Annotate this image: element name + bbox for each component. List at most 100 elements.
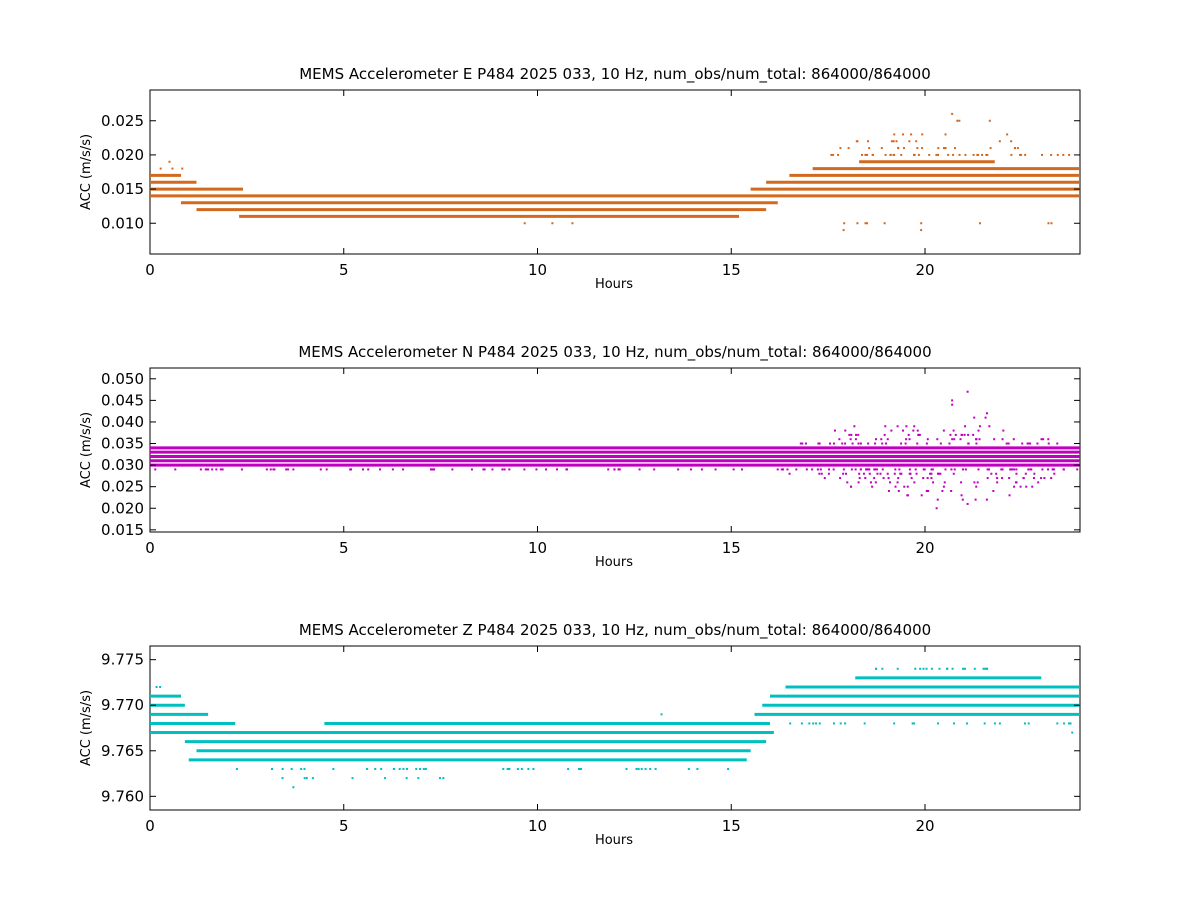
x-axis-label: Hours <box>595 555 633 570</box>
data-point <box>917 153 920 156</box>
data-point <box>857 481 860 484</box>
data-point <box>265 468 268 471</box>
data-point <box>516 768 519 770</box>
data-point <box>292 786 295 789</box>
x-tick-label: 15 <box>722 261 741 279</box>
data-point <box>889 153 892 156</box>
data-point <box>847 147 850 150</box>
data-point <box>1001 438 1004 441</box>
data-point <box>1037 481 1040 484</box>
data-point <box>817 442 820 445</box>
data-point <box>966 390 969 393</box>
x-axis-label: Hours <box>595 277 633 292</box>
data-point <box>890 140 893 143</box>
data-point <box>936 438 939 441</box>
data-point <box>886 472 889 475</box>
data-point <box>978 425 981 428</box>
data-point <box>637 768 640 770</box>
data-point <box>880 147 883 150</box>
data-point <box>832 442 835 445</box>
data-point <box>942 147 945 150</box>
data-point <box>1047 438 1050 441</box>
data-point <box>649 768 652 770</box>
data-point <box>432 468 435 471</box>
data-point <box>842 468 845 471</box>
data-point <box>168 160 171 163</box>
data-point <box>1001 477 1004 480</box>
data-point <box>910 133 913 136</box>
data-point <box>1009 468 1012 471</box>
data-point <box>804 442 807 445</box>
data-point <box>863 722 866 725</box>
data-point <box>565 468 568 471</box>
data-point <box>882 477 885 480</box>
data-point <box>215 468 218 471</box>
data-point <box>875 468 878 471</box>
data-point <box>897 147 900 150</box>
data-point <box>958 119 961 122</box>
data-point <box>958 153 961 156</box>
data-point <box>894 485 897 488</box>
data-point <box>829 442 832 445</box>
data-point <box>677 468 680 471</box>
data-point <box>964 468 967 471</box>
data-point <box>975 438 978 441</box>
data-point <box>874 442 877 445</box>
y-tick-label: 9.765 <box>101 742 144 760</box>
data-point <box>949 433 952 436</box>
data-point <box>818 722 821 725</box>
data-point <box>982 667 985 670</box>
data-point <box>956 119 959 122</box>
data-point <box>972 153 975 156</box>
data-point <box>269 468 272 471</box>
x-tick-label: 10 <box>528 539 547 557</box>
data-point <box>305 777 308 780</box>
data-point <box>1032 477 1035 480</box>
data-point <box>1071 731 1074 734</box>
x-tick-label: 20 <box>915 817 934 835</box>
data-point <box>219 468 222 471</box>
data-point <box>1062 153 1065 156</box>
data-point <box>897 477 900 480</box>
data-point <box>795 468 798 471</box>
data-point <box>508 468 511 471</box>
data-point <box>1023 722 1026 725</box>
data-point <box>897 490 900 492</box>
data-point <box>159 686 162 688</box>
data-point <box>896 425 899 428</box>
x-tick-label: 0 <box>145 539 155 557</box>
data-point <box>954 433 957 436</box>
data-point <box>1008 477 1011 480</box>
data-point <box>973 416 976 419</box>
data-point <box>618 468 621 471</box>
data-point <box>925 490 928 492</box>
data-point <box>937 153 940 156</box>
data-point <box>867 442 870 445</box>
data-point <box>879 472 882 475</box>
data-point <box>859 468 862 471</box>
data-point <box>865 468 868 471</box>
data-point <box>545 468 548 471</box>
data-point <box>959 438 962 441</box>
data-point <box>625 768 628 770</box>
x-tick-label: 15 <box>722 817 741 835</box>
data-point <box>506 768 509 770</box>
data-point <box>967 433 970 436</box>
data-point <box>938 667 941 670</box>
data-point <box>893 133 896 136</box>
data-point <box>832 468 835 471</box>
data-point <box>914 667 917 670</box>
data-point <box>993 438 996 441</box>
data-point <box>862 472 865 475</box>
data-point <box>1013 147 1016 150</box>
data-point <box>925 442 928 445</box>
data-point <box>944 468 947 471</box>
data-point <box>963 433 966 436</box>
y-axis-label: ACC (m/s/s) <box>79 690 94 766</box>
data-point <box>988 425 991 428</box>
data-point <box>936 722 939 725</box>
data-point <box>953 468 956 471</box>
data-point <box>1000 468 1003 471</box>
data-point <box>944 147 947 150</box>
data-point <box>1008 494 1011 497</box>
